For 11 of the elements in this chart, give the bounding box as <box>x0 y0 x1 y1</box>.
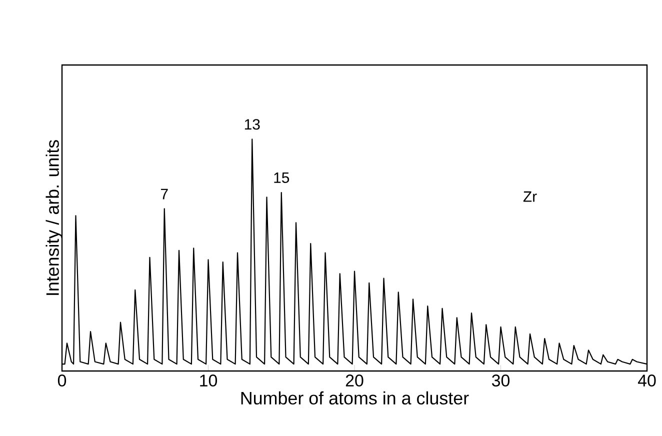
annotation: 15 <box>274 172 290 183</box>
x-tick-label: 20 <box>346 374 364 387</box>
x-tick-label: 30 <box>492 374 510 387</box>
x-tick-label: 0 <box>58 374 66 387</box>
annotation: Zr <box>523 191 537 202</box>
annotation: 13 <box>244 119 260 130</box>
annotation: 7 <box>160 188 168 200</box>
x-axis-title: Number of atoms in a cluster <box>241 391 469 405</box>
x-tick-label: 40 <box>638 374 656 387</box>
y-axis-title: Intensity / arb. units <box>46 140 62 295</box>
x-tick-label: 10 <box>200 374 218 387</box>
